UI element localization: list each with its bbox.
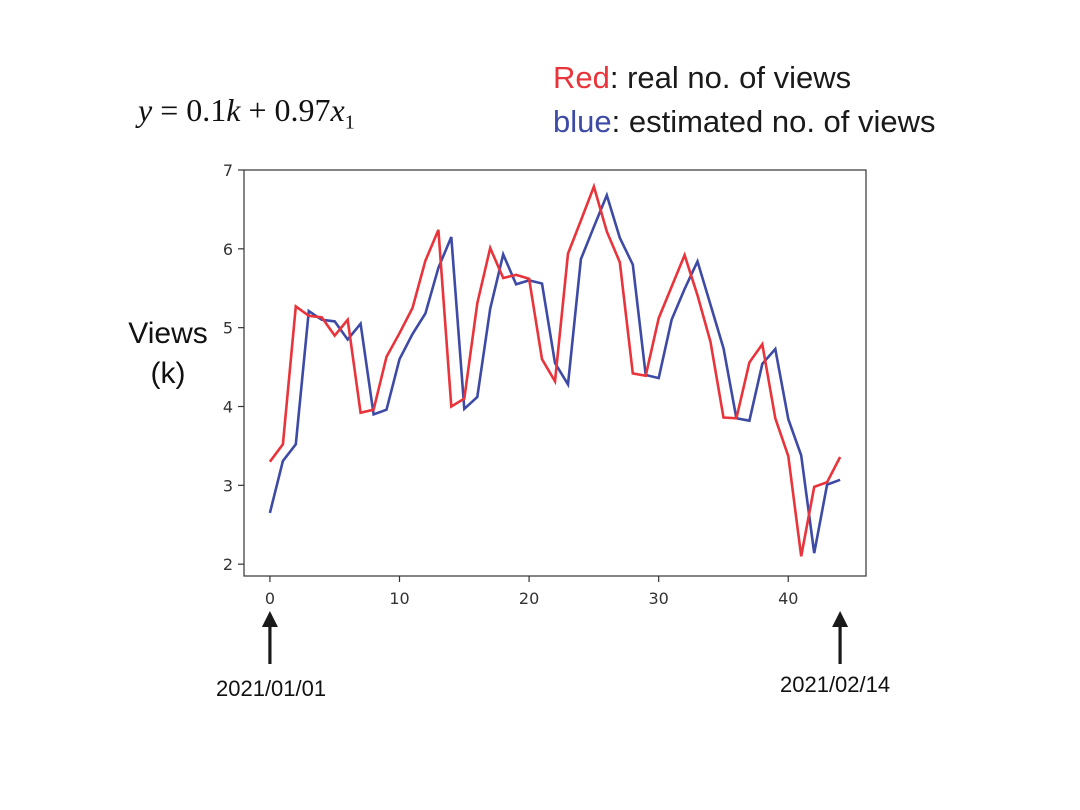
x-tick-label: 40: [778, 589, 798, 608]
legend-red-text: : real no. of views: [609, 60, 852, 95]
series-line-estimated: [268, 191, 841, 554]
legend-real: Red: real no. of views: [553, 56, 936, 100]
legend-blue-text: : estimated no. of views: [611, 104, 936, 139]
y-tick-label: 3: [223, 476, 233, 495]
start-date-label: 2021/01/01: [216, 676, 327, 701]
formula-coef-x: + 0.97: [240, 92, 331, 128]
x-tick-label: 30: [648, 589, 668, 608]
y-axis-label-line2: (k): [150, 357, 186, 390]
y-tick-label: 7: [223, 161, 233, 180]
x-tick-label: 0: [265, 589, 275, 608]
y-axis-label: Views (k): [112, 314, 224, 394]
y-tick-label: 5: [223, 319, 233, 338]
series-line-real: [268, 182, 842, 557]
legend-red-word: Red: [553, 60, 610, 95]
x-tick-label: 20: [519, 589, 539, 608]
formula-k: k: [226, 92, 241, 128]
x-tick-label: 10: [389, 589, 409, 608]
plot-frame: [243, 169, 867, 577]
legend: Red: real no. of views blue: estimated n…: [553, 56, 936, 144]
end-date-label: 2021/02/14: [780, 672, 891, 697]
y-tick-label: 6: [223, 240, 233, 259]
legend-estimated: blue: estimated no. of views: [553, 100, 936, 144]
start-arrow-head: [261, 611, 278, 627]
y-axis-label-line1: Views: [128, 317, 208, 350]
y-tick-label: 2: [223, 555, 233, 574]
end-arrow-head: [832, 611, 849, 627]
formula-y: y: [138, 92, 153, 128]
legend-blue-word: blue: [553, 104, 612, 139]
formula-subscript: 1: [344, 111, 355, 134]
formula-x: x: [330, 92, 345, 128]
regression-formula: y = 0.1k + 0.97x1: [138, 92, 355, 134]
formula-coef-k: = 0.1: [152, 92, 227, 128]
y-tick-label: 4: [223, 398, 233, 417]
